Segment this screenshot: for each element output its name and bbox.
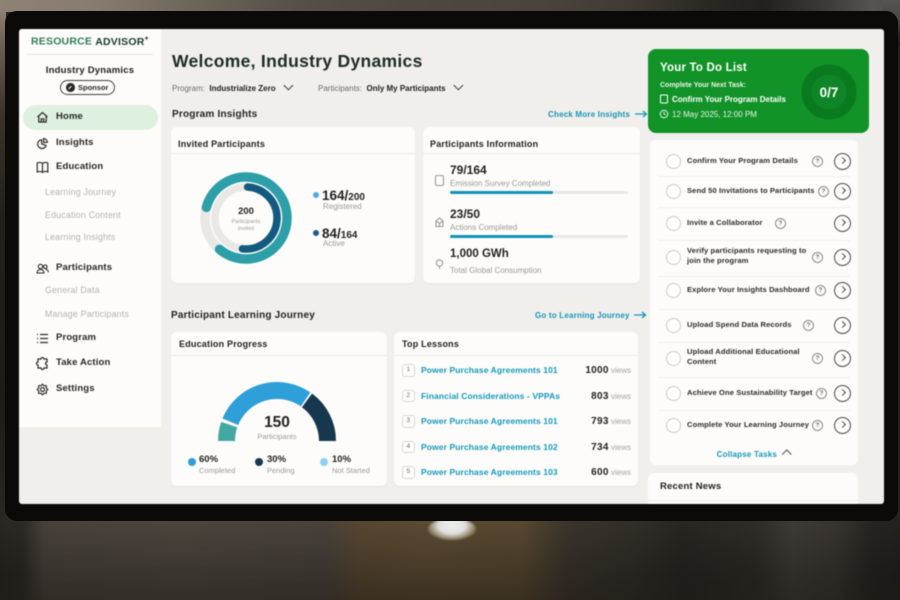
- svg-text:200: 200: [238, 206, 254, 217]
- svg-text:0/7: 0/7: [820, 85, 839, 100]
- svg-text:Participants: Participants: [232, 219, 261, 225]
- svg-text:Invited: Invited: [238, 226, 254, 232]
